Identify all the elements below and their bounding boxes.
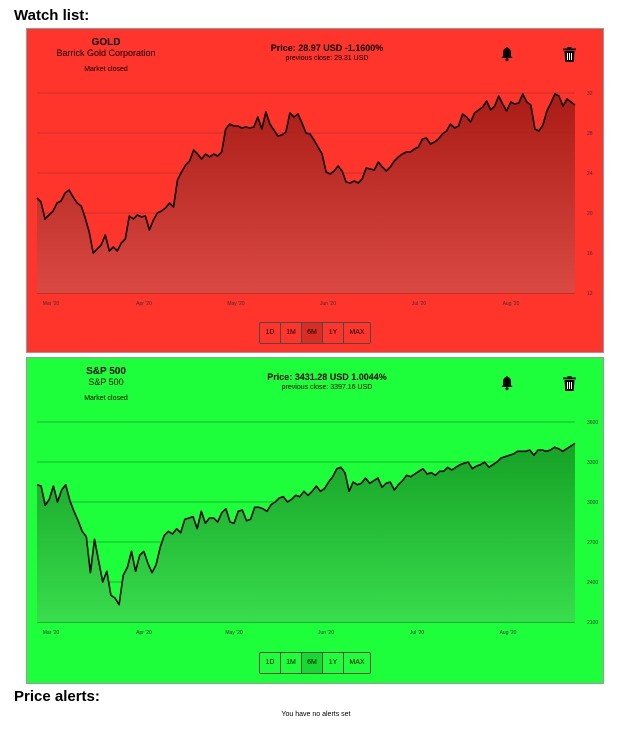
x-tick-label: Apr '20 [136, 630, 152, 636]
y-tick-label: 24 [587, 171, 593, 177]
market-status: Market closed [84, 66, 128, 73]
x-tick-label: Mar '20 [43, 301, 60, 307]
watch-card-gold: 12 16 20 24 28 32 Mar '20 Apr '20 May '20 Jun '20… [26, 28, 604, 353]
x-tick-label: May '20 [225, 630, 243, 636]
ticker-symbol: S&P 500 [86, 366, 126, 377]
x-tick-label: Aug '20 [503, 301, 520, 307]
x-tick-label: Apr '20 [136, 301, 152, 307]
ticker-symbol: GOLD [91, 37, 121, 48]
market-status: Market closed [84, 395, 128, 402]
y-tick-label: 2700 [587, 540, 598, 546]
range-button-1d[interactable]: 1D [260, 653, 281, 673]
current-price: Price: 28.97 USD -1.1600% [270, 43, 384, 53]
x-tick-label: Mar '20 [43, 630, 60, 636]
watch-card-sp500: 2100 2400 2700 3000 3300 3600 Mar '20 Apr '20 Ma… [26, 357, 604, 684]
range-button-6m[interactable]: 6M [302, 323, 323, 343]
x-tick-label: May '20 [227, 301, 245, 307]
current-price: Price: 3431.28 USD 1.0044% [267, 372, 387, 382]
y-tick-label: 3300 [587, 460, 598, 466]
range-button-1m[interactable]: 1M [281, 323, 302, 343]
range-button-max[interactable]: MAX [349, 329, 365, 336]
range-button-6m[interactable]: 6M [302, 653, 323, 673]
range-button-max[interactable]: MAX [349, 659, 365, 666]
previous-close: previous close: 3397.16 USD [281, 384, 373, 391]
x-tick-label: Jun '20 [320, 301, 336, 307]
range-button-1d[interactable]: 1D [260, 323, 281, 343]
x-tick-label: Jul '20 [412, 301, 427, 307]
y-tick-label: 2400 [587, 580, 598, 586]
price-chart: 2100 2400 2700 3000 3300 3600 Mar '20 Apr '20 Ma… [36, 420, 598, 636]
previous-close: previous close: 29.31 USD [285, 55, 369, 62]
price-area [37, 443, 575, 622]
trash-icon[interactable] [560, 45, 578, 63]
y-tick-label: 16 [587, 251, 593, 257]
alerts-empty-message: You have no alerts set [281, 711, 351, 718]
range-button-1m[interactable]: 1M [281, 653, 302, 673]
y-tick-label: 32 [587, 91, 593, 97]
range-selector: 1D 1M 6M 1Y MAX [259, 652, 371, 674]
price-line [36, 442, 576, 606]
trash-icon[interactable] [560, 374, 578, 392]
range-button-1y[interactable]: 1Y [323, 323, 344, 343]
x-tick-label: Aug '20 [500, 630, 517, 636]
range-selector: 1D 1M 6M 1Y MAX [259, 322, 371, 344]
company-name: S&P 500 [88, 377, 124, 387]
y-tick-label: 12 [587, 291, 593, 297]
price-chart: 12 16 20 24 28 32 Mar '20 Apr '20 May '20 Jun '20… [36, 91, 593, 307]
y-tick-label: 2100 [587, 620, 598, 626]
price-area [37, 94, 575, 293]
y-tick-label: 3600 [587, 420, 598, 426]
y-tick-label: 20 [587, 211, 593, 217]
company-name: Barrick Gold Corporation [56, 48, 156, 58]
price-line [36, 93, 576, 254]
y-tick-label: 28 [587, 131, 593, 137]
bell-icon[interactable] [498, 45, 516, 63]
bell-icon[interactable] [498, 374, 516, 392]
watchlist-heading: Watch list: [14, 7, 90, 24]
x-tick-label: Jul '20 [410, 630, 425, 636]
price-alerts-heading: Price alerts: [14, 688, 100, 705]
y-tick-label: 3000 [587, 500, 598, 506]
x-tick-label: Jun '20 [318, 630, 334, 636]
range-button-1y[interactable]: 1Y [323, 653, 344, 673]
